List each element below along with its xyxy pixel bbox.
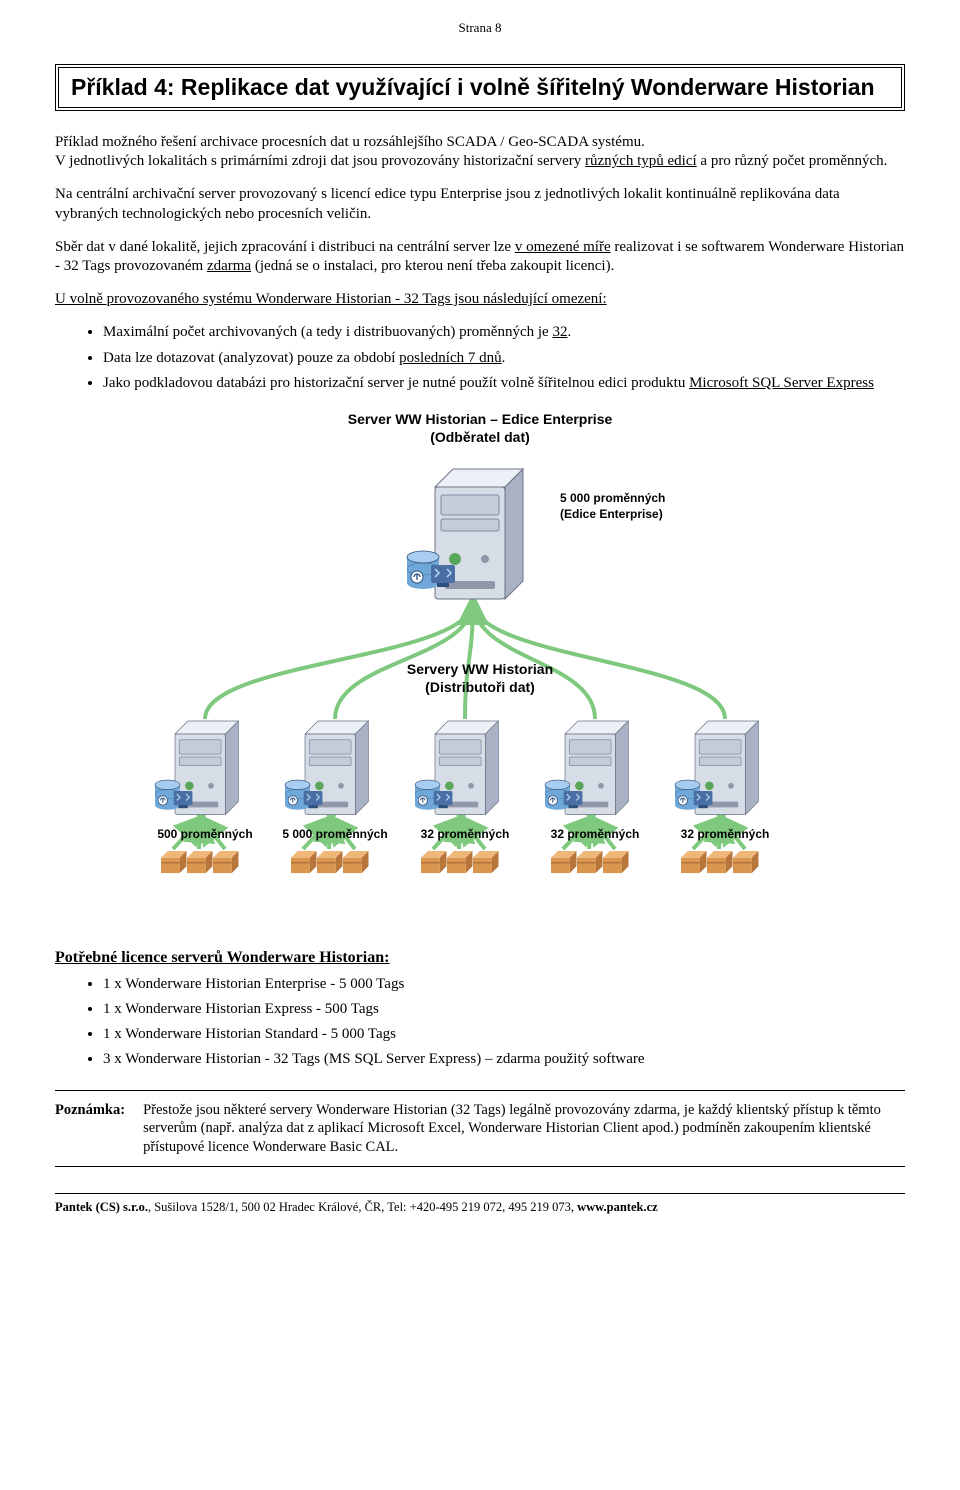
- intro-para-1a: Příklad možného řešení archivace procesn…: [55, 134, 645, 150]
- license-item: 3 x Wonderware Historian - 32 Tags (MS S…: [103, 1050, 905, 1069]
- diagram-bottom-label: 32 proměnných: [535, 827, 655, 841]
- licenses-list: 1 x Wonderware Historian Enterprise - 5 …: [103, 975, 905, 1070]
- license-item: 1 x Wonderware Historian Express - 500 T…: [103, 1000, 905, 1019]
- intro-para-1: Příklad možného řešení archivace procesn…: [55, 133, 905, 171]
- footer: Pantek (CS) s.r.o., Sušilova 1528/1, 500…: [55, 1193, 905, 1215]
- note-text: Přestože jsou některé servery Wonderware…: [143, 1101, 905, 1157]
- diagram-top-sub: (Odběratel dat): [310, 429, 650, 445]
- limit-item-1: Maximální počet archivovaných (a tedy i …: [103, 323, 905, 342]
- p3-u2: zdarma: [207, 258, 251, 274]
- p3-post: (jedná se o instalaci, pro kterou není t…: [251, 258, 614, 274]
- intro-para-1b-u: různých typů edicí: [585, 153, 697, 169]
- p3-pre: Sběr dat v dané lokalitě, jejich zpracov…: [55, 239, 515, 255]
- diagram-bottom-label: 5 000 proměnných: [275, 827, 395, 841]
- limitations-intro: U volně provozovaného systému Wonderware…: [55, 290, 905, 309]
- title-text: Příklad 4: Replikace dat využívající i v…: [71, 74, 889, 101]
- license-item: 1 x Wonderware Historian Standard - 5 00…: [103, 1025, 905, 1044]
- diagram-bottom-label: 500 proměnných: [145, 827, 265, 841]
- intro-para-1b-pre: V jednotlivých lokalitách s primárními z…: [55, 153, 585, 169]
- footer-mid: , Sušilova 1528/1, 500 02 Hradec Králové…: [148, 1200, 577, 1214]
- intro-para-3: Sběr dat v dané lokalitě, jejich zpracov…: [55, 238, 905, 276]
- limitations-list: Maximální počet archivovaných (a tedy i …: [103, 323, 905, 393]
- l2-u: posledních 7 dnů: [399, 350, 502, 366]
- diagram-container: Server WW Historian – Edice Enterprise (…: [55, 411, 905, 921]
- l2-pre: Data lze dotazovat (analyzovat) pouze za…: [103, 350, 399, 366]
- title-box: Příklad 4: Replikace dat využívající i v…: [55, 64, 905, 111]
- diagram-top-right-2: (Edice Enterprise): [560, 507, 663, 521]
- l1-u: 32: [552, 324, 567, 340]
- l1-post: .: [567, 324, 571, 340]
- l1-pre: Maximální počet archivovaných (a tedy i …: [103, 324, 552, 340]
- note-label: Poznámka:: [55, 1101, 125, 1157]
- diagram-mid-sub: (Distributoři dat): [370, 679, 590, 695]
- licenses-title: Potřebné licence serverů Wonderware Hist…: [55, 949, 905, 967]
- note-block: Poznámka: Přestože jsou některé servery …: [55, 1090, 905, 1168]
- limit-item-3: Jako podkladovou databázi pro historizač…: [103, 374, 905, 393]
- l2-post: .: [502, 350, 506, 366]
- l3-u: Microsoft SQL Server Express: [689, 375, 874, 391]
- footer-link: www.pantek.cz: [577, 1200, 658, 1214]
- diagram-bottom-label: 32 proměnných: [665, 827, 785, 841]
- diagram-top-right-1: 5 000 proměnných: [560, 491, 665, 505]
- l3-pre: Jako podkladovou databázi pro historizač…: [103, 375, 689, 391]
- diagram-bottom-label: 32 proměnných: [405, 827, 525, 841]
- page-number: Strana 8: [55, 20, 905, 36]
- limit-item-2: Data lze dotazovat (analyzovat) pouze za…: [103, 349, 905, 368]
- diagram-top-title: Server WW Historian – Edice Enterprise: [310, 411, 650, 427]
- intro-para-1b-post: a pro různý počet proměnných.: [697, 153, 888, 169]
- diagram-mid-title: Servery WW Historian: [370, 661, 590, 677]
- network-diagram: Server WW Historian – Edice Enterprise (…: [100, 411, 860, 921]
- license-item: 1 x Wonderware Historian Enterprise - 5 …: [103, 975, 905, 994]
- footer-company: Pantek (CS) s.r.o.: [55, 1200, 148, 1214]
- intro-para-2: Na centrální archivační server provozova…: [55, 185, 905, 223]
- p3-u1: v omezené míře: [515, 239, 611, 255]
